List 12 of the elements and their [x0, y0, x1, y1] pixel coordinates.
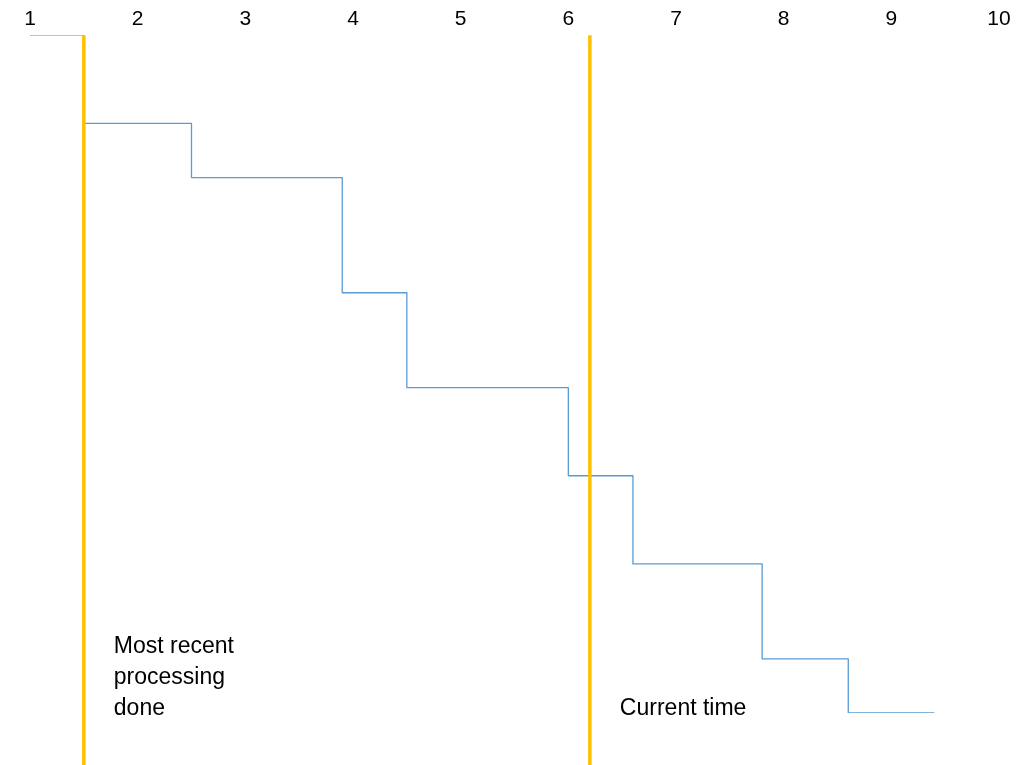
x-tick-label: 9: [885, 6, 898, 30]
x-tick-label: 1: [24, 6, 36, 30]
x-tick-label: 5: [454, 6, 467, 30]
ref-line-label: Most recent processing done: [113, 632, 235, 720]
x-tick-label: 2: [131, 6, 144, 30]
x-tick-label: 10: [987, 6, 1011, 30]
x-tick-label: 3: [239, 6, 252, 30]
x-tick-label: 4: [347, 6, 360, 30]
ref-line-label: Current time: [619, 694, 747, 720]
x-tick-label: 8: [777, 6, 790, 30]
x-tick-label: 7: [670, 6, 682, 30]
x-tick-label: 6: [562, 6, 575, 30]
